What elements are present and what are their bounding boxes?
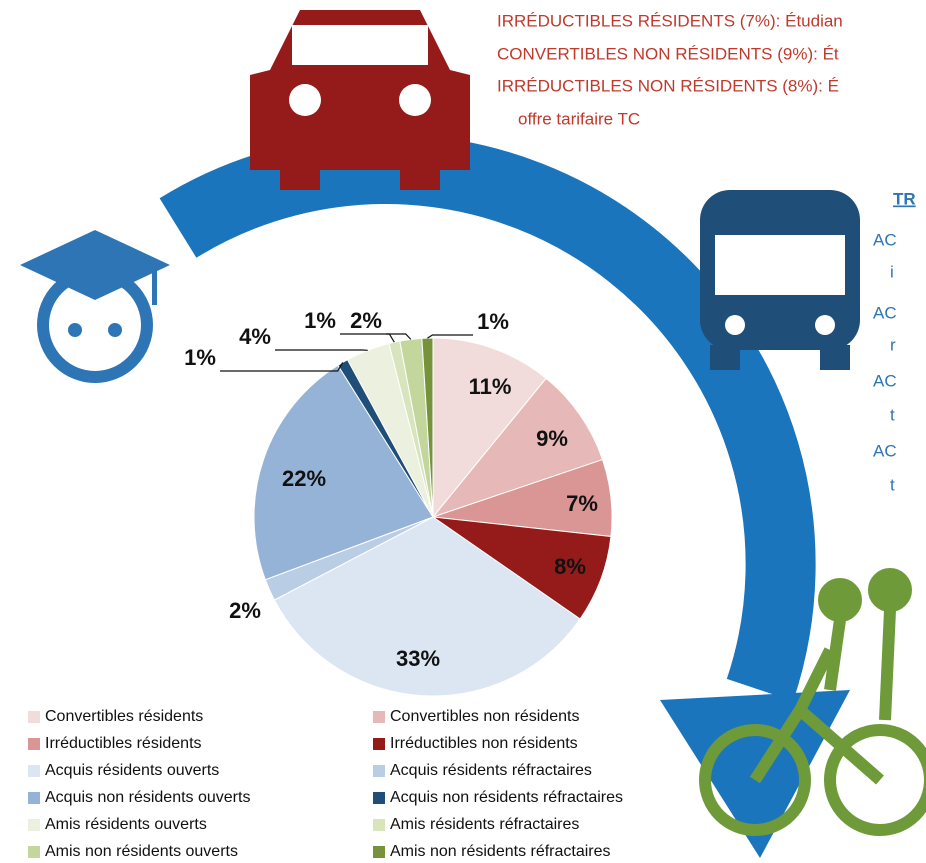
legend-swatch — [373, 819, 385, 831]
leader-line — [220, 362, 344, 372]
legend-swatch — [373, 846, 385, 858]
data-label: 11% — [469, 374, 512, 399]
note-text: t — [890, 405, 895, 424]
legend-label: Amis non résidents ouverts — [45, 843, 238, 860]
note-text: i — [890, 262, 894, 281]
legend-swatch — [373, 738, 385, 750]
legend-swatch — [28, 819, 40, 831]
note-text: AC — [873, 230, 897, 249]
data-label: 4% — [239, 324, 271, 349]
legend-swatch — [28, 738, 40, 750]
note-text: AC — [873, 371, 897, 390]
pie-slice — [432, 337, 547, 519]
data-label: 2% — [229, 598, 261, 623]
legend-label: Convertibles résidents — [45, 708, 203, 725]
legend-swatch — [373, 711, 385, 723]
note-text: t — [890, 475, 895, 494]
data-label: 33% — [396, 646, 440, 671]
note-text: CONVERTIBLES NON RÉSIDENTS (9%): Ét — [497, 44, 839, 63]
data-label: 7% — [566, 491, 598, 516]
legend-swatch — [28, 846, 40, 858]
note-text: offre tarifaire TC — [518, 109, 640, 128]
note-text: IRRÉDUCTIBLES NON RÉSIDENTS (8%): É — [497, 76, 839, 95]
note-text: AC — [873, 303, 897, 322]
leader-line — [340, 333, 395, 343]
graduate-icon — [20, 230, 170, 383]
legend-label: Irréductibles résidents — [45, 735, 202, 752]
note-text: IRRÉDUCTIBLES RÉSIDENTS (7%): Étudian — [497, 11, 843, 30]
data-label: 1% — [304, 308, 336, 333]
legend-label: Amis non résidents réfractaires — [390, 843, 611, 860]
legend-label: Irréductibles non résidents — [390, 735, 578, 752]
legend-label: Acquis résidents ouverts — [45, 762, 219, 779]
legend-swatch — [28, 711, 40, 723]
legend-label: Acquis résidents réfractaires — [390, 762, 592, 779]
leader-line — [427, 334, 473, 339]
legend-swatch — [373, 765, 385, 777]
legend-label: Amis résidents ouverts — [45, 816, 207, 833]
legend-label: Convertibles non résidents — [390, 708, 579, 725]
cyclist-icon — [699, 568, 926, 836]
data-label: 22% — [282, 466, 326, 491]
legend-swatch — [28, 765, 40, 777]
data-label: 8% — [554, 554, 586, 579]
data-label: 2% — [350, 308, 382, 333]
legend-label: Acquis non résidents réfractaires — [390, 789, 623, 806]
legend-swatch — [28, 792, 40, 804]
pie-slice — [253, 364, 434, 581]
data-label: 9% — [536, 426, 568, 451]
legend-swatch — [373, 792, 385, 804]
legend-label: Amis résidents réfractaires — [390, 816, 579, 833]
pie-slice — [431, 377, 604, 519]
car-icon — [250, 10, 470, 190]
note-heading: TR — [893, 189, 916, 208]
note-text: r — [890, 335, 896, 354]
data-label: 1% — [184, 345, 216, 370]
leader-line — [386, 333, 412, 340]
data-label: 1% — [477, 309, 509, 334]
pie-slice — [273, 516, 581, 697]
note-text: AC — [873, 441, 897, 460]
legend-label: Acquis non résidents ouverts — [45, 789, 250, 806]
bus-icon — [700, 190, 860, 370]
